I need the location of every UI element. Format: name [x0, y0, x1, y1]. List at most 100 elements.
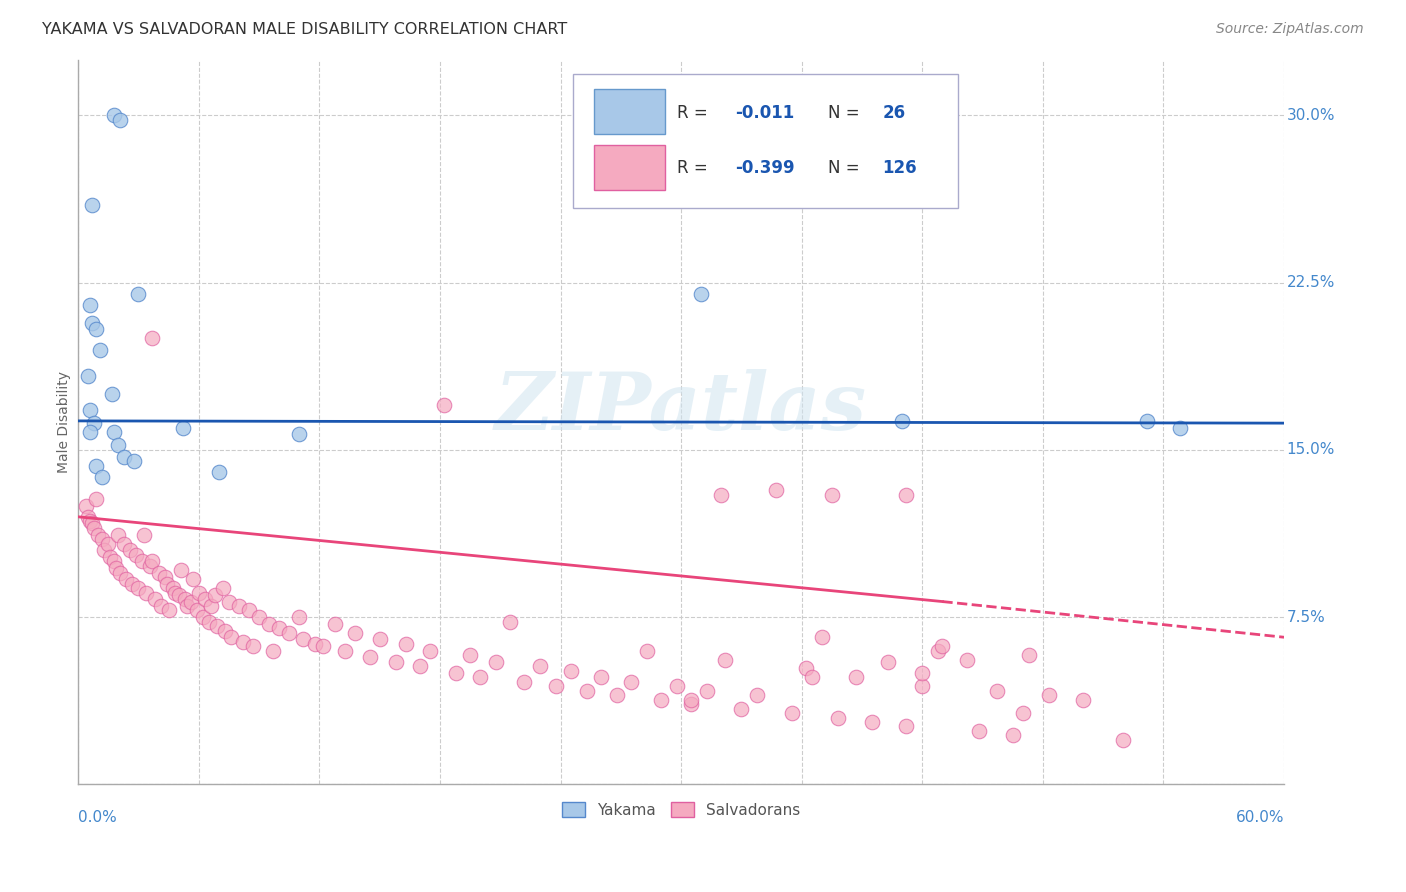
Point	[83, 521, 105, 535]
Point	[79, 298, 101, 312]
Point	[304, 637, 326, 651]
Point	[444, 665, 467, 680]
Point	[911, 679, 934, 693]
Point	[103, 425, 125, 439]
Point	[606, 688, 628, 702]
Point	[211, 581, 233, 595]
Point	[780, 706, 803, 720]
Point	[955, 652, 977, 666]
Point	[560, 664, 582, 678]
Point	[810, 630, 832, 644]
Point	[187, 585, 209, 599]
Point	[794, 661, 817, 675]
Text: 0.0%: 0.0%	[79, 810, 117, 825]
Point	[143, 592, 166, 607]
Point	[344, 625, 367, 640]
Point	[155, 576, 177, 591]
Point	[288, 610, 311, 624]
Point	[208, 465, 231, 479]
Point	[278, 625, 301, 640]
Text: -0.011: -0.011	[735, 103, 794, 121]
FancyBboxPatch shape	[595, 89, 665, 135]
Point	[620, 674, 643, 689]
Point	[107, 527, 129, 541]
Point	[79, 514, 101, 528]
Point	[242, 639, 264, 653]
Point	[891, 414, 914, 428]
Point	[79, 425, 101, 439]
Point	[180, 594, 202, 608]
Point	[84, 322, 107, 336]
Text: 60.0%: 60.0%	[1236, 810, 1284, 825]
Point	[125, 548, 148, 562]
Point	[730, 701, 752, 715]
Point	[931, 639, 953, 653]
Point	[134, 527, 156, 541]
Point	[115, 572, 138, 586]
Point	[93, 543, 115, 558]
Point	[1168, 420, 1191, 434]
Point	[153, 570, 176, 584]
Point	[191, 610, 214, 624]
Text: N =: N =	[828, 160, 865, 178]
Point	[194, 592, 217, 607]
Point	[335, 643, 357, 657]
Point	[575, 683, 598, 698]
Point	[98, 549, 121, 564]
Point	[91, 532, 114, 546]
Point	[1112, 732, 1135, 747]
Point	[1136, 414, 1159, 428]
Point	[228, 599, 250, 613]
Point	[1011, 706, 1033, 720]
Point	[395, 637, 418, 651]
FancyBboxPatch shape	[572, 74, 959, 208]
Point	[157, 603, 180, 617]
Point	[714, 652, 737, 666]
Text: Source: ZipAtlas.com: Source: ZipAtlas.com	[1216, 22, 1364, 37]
Point	[218, 594, 240, 608]
Point	[896, 719, 918, 733]
Point	[84, 458, 107, 473]
Point	[200, 599, 222, 613]
Point	[141, 331, 163, 345]
Text: 30.0%: 30.0%	[1286, 108, 1334, 123]
Text: R =: R =	[678, 103, 713, 121]
Point	[636, 643, 658, 657]
Point	[181, 572, 204, 586]
Point	[967, 723, 990, 738]
Point	[546, 679, 568, 693]
Point	[79, 402, 101, 417]
Point	[821, 487, 844, 501]
Point	[312, 639, 335, 653]
Point	[101, 387, 124, 401]
Point	[765, 483, 787, 497]
Point	[110, 112, 132, 127]
Point	[84, 491, 107, 506]
Point	[845, 670, 868, 684]
Point	[112, 536, 135, 550]
Point	[368, 632, 391, 647]
Point	[82, 516, 104, 531]
Text: YAKAMA VS SALVADORAN MALE DISABILITY CORRELATION CHART: YAKAMA VS SALVADORAN MALE DISABILITY COR…	[42, 22, 568, 37]
Point	[247, 610, 270, 624]
Text: 7.5%: 7.5%	[1286, 609, 1326, 624]
Point	[589, 670, 612, 684]
Point	[82, 197, 104, 211]
Point	[87, 527, 110, 541]
Point	[288, 427, 311, 442]
Point	[262, 643, 284, 657]
Point	[927, 643, 949, 657]
Point	[325, 616, 347, 631]
Point	[681, 692, 703, 706]
Point	[468, 670, 491, 684]
Point	[148, 566, 170, 580]
Point	[204, 588, 226, 602]
Point	[205, 619, 228, 633]
Point	[176, 599, 198, 613]
Y-axis label: Male Disability: Male Disability	[58, 371, 72, 473]
Point	[666, 679, 689, 693]
Point	[120, 543, 142, 558]
Point	[690, 286, 713, 301]
Point	[149, 599, 172, 613]
Point	[800, 670, 823, 684]
